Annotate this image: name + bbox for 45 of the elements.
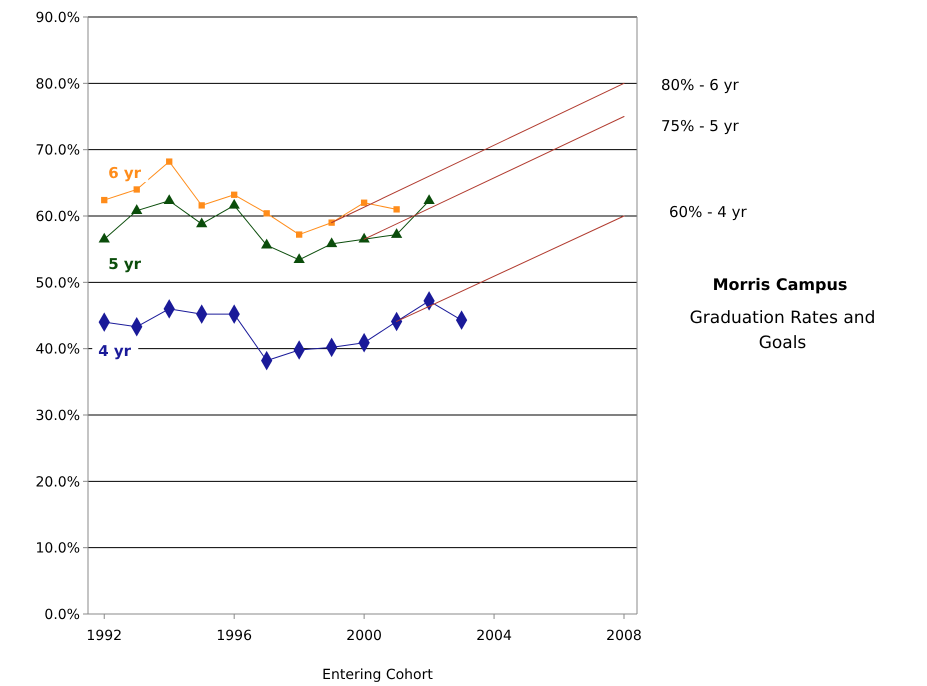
y-tick-label: 50.0%	[36, 275, 80, 292]
point	[231, 192, 238, 198]
text: 75% - 5 yr	[661, 117, 740, 135]
x-tick-label: 1992	[86, 628, 122, 644]
series-label: 6 yr	[108, 164, 142, 182]
y-tick-label: 80.0%	[36, 76, 80, 92]
text: Graduation Rates and Goals	[688, 307, 876, 355]
y-tick-label: 10.0%	[36, 540, 80, 557]
point	[264, 210, 270, 217]
y-tick-label: 20.0%	[36, 474, 80, 490]
point	[423, 194, 435, 204]
series-label: 4 yr	[98, 342, 132, 360]
point	[360, 200, 368, 206]
point	[198, 202, 205, 209]
point	[131, 204, 142, 214]
text: 60% - 4 yr	[669, 203, 748, 221]
y-tick-label: 70.0%	[36, 142, 80, 159]
point	[134, 186, 140, 193]
y-tick-label: 0.0%	[44, 607, 80, 623]
point	[328, 219, 335, 226]
point	[296, 231, 302, 238]
y-tick-label: 30.0%	[36, 408, 80, 424]
point	[294, 253, 305, 264]
point	[228, 198, 240, 209]
x-tick-label: 2008	[606, 628, 642, 644]
y-tick-label: 90.0%	[36, 10, 80, 26]
point	[98, 232, 110, 242]
point	[390, 228, 402, 238]
x-axis-title: Entering Cohort	[322, 667, 434, 683]
y-tick-label: 60.0%	[36, 209, 80, 225]
text: 80% - 6 yr	[661, 76, 740, 94]
point	[393, 206, 400, 213]
y-tick-label: 40.0%	[36, 342, 80, 358]
text: Morris Campus	[712, 275, 848, 294]
point	[166, 158, 172, 165]
point	[358, 232, 370, 242]
series-label: 5 yr	[108, 255, 142, 274]
point	[326, 237, 338, 248]
x-tick-label: 1996	[216, 628, 252, 644]
point	[261, 238, 272, 248]
point	[164, 194, 175, 204]
x-tick-label: 2000	[346, 628, 382, 644]
point	[196, 217, 208, 228]
x-tick-label: 2004	[476, 628, 512, 644]
point	[101, 196, 108, 204]
